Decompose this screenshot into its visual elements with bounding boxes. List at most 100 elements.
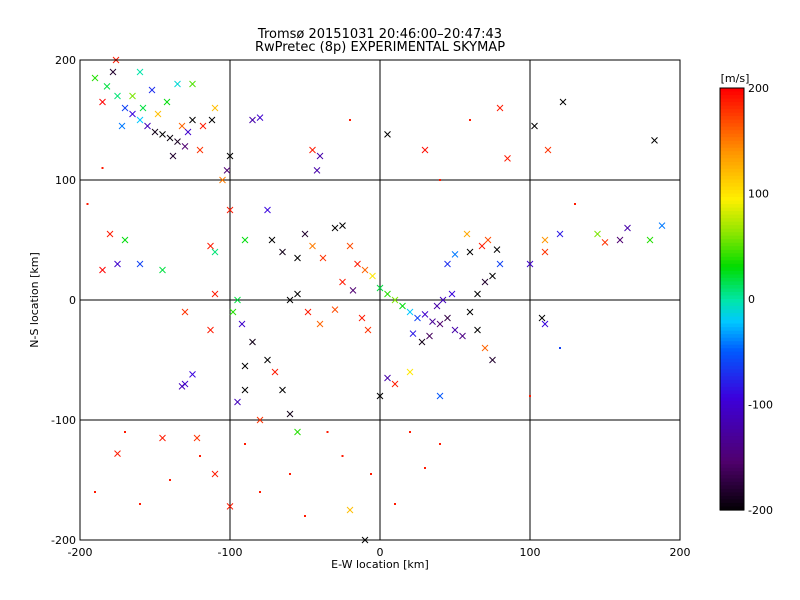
data-point-dot <box>529 395 531 397</box>
data-point-cross <box>271 368 279 376</box>
y-tick-label: -100 <box>51 414 76 427</box>
colorbar-segment <box>720 119 744 124</box>
colorbar-segment <box>720 411 744 416</box>
y-axis-label: N-S location [km] <box>28 252 41 348</box>
data-point-dot <box>86 203 89 205</box>
colorbar-segment <box>720 379 744 384</box>
colorbar-segment <box>720 211 744 216</box>
data-point-cross <box>286 410 294 418</box>
colorbar-segment <box>720 165 744 170</box>
data-point-cross <box>439 296 447 304</box>
data-point-cross <box>189 80 196 88</box>
data-point-cross <box>421 311 429 318</box>
colorbar-tick-label: 100 <box>748 188 769 201</box>
data-point-dot <box>199 455 201 457</box>
data-point-cross <box>474 326 481 334</box>
colorbar-segment <box>720 197 744 202</box>
data-point-cross <box>651 137 658 144</box>
colorbar-segment <box>720 246 744 251</box>
data-point-cross <box>313 167 321 174</box>
colorbar-segment <box>720 372 744 377</box>
data-point-cross <box>136 260 144 268</box>
colorbar-label: [m/s] <box>721 72 750 85</box>
data-point-dot <box>124 431 126 433</box>
data-point-dot <box>244 443 246 445</box>
data-point-cross <box>594 230 601 238</box>
data-point-cross <box>391 380 399 388</box>
data-point-cross <box>249 116 256 124</box>
colorbar-segment <box>720 260 744 265</box>
colorbar-segment <box>720 130 744 135</box>
data-point-cross <box>114 450 121 457</box>
colorbar-segment <box>720 422 744 427</box>
data-point-cross <box>238 320 246 328</box>
colorbar-segment <box>720 218 744 223</box>
data-point-cross <box>346 242 354 250</box>
colorbar-segment <box>720 151 744 156</box>
colorbar-segment <box>720 471 744 476</box>
plot-gridlines <box>80 60 680 540</box>
data-point-cross <box>207 326 214 334</box>
data-point-cross <box>159 266 166 274</box>
data-point-cross <box>538 314 546 322</box>
data-point-cross <box>189 371 196 378</box>
colorbar-segment <box>720 355 744 360</box>
colorbar-segment <box>720 158 744 163</box>
colorbar-segment <box>720 91 744 96</box>
colorbar-segment <box>720 123 744 128</box>
data-point-cross <box>384 290 391 298</box>
colorbar-segment <box>720 256 744 261</box>
colorbar-segment <box>720 443 744 448</box>
data-point-cross <box>99 266 106 274</box>
data-point-cross <box>234 398 241 406</box>
data-point-dot <box>341 455 344 457</box>
data-point-cross <box>144 122 151 130</box>
colorbar-segment <box>720 327 744 332</box>
y-axis-ticks: -200 -100 0 100 200 <box>51 54 76 547</box>
colorbar-segment <box>720 299 744 304</box>
colorbar-segment <box>720 98 744 103</box>
data-point-cross <box>541 320 549 328</box>
data-point-dot <box>439 443 441 445</box>
colorbar-segment <box>720 362 744 367</box>
colorbar-segment <box>720 168 744 173</box>
colorbar-segment <box>720 284 744 290</box>
data-point-cross <box>349 287 357 294</box>
data-point-cross <box>406 308 414 316</box>
colorbar-segment <box>720 270 744 275</box>
colorbar-segment <box>720 88 744 93</box>
data-point-cross <box>279 248 286 256</box>
data-point-cross <box>219 176 226 184</box>
data-point-cross <box>309 242 316 250</box>
data-point-cross <box>339 222 346 229</box>
data-point-cross <box>106 230 114 238</box>
chart-title: Tromsø 20151031 20:46:00–20:47:43 <box>257 27 502 42</box>
data-point-cross <box>346 506 354 514</box>
data-point-cross <box>481 278 489 286</box>
data-point-cross <box>294 428 301 436</box>
colorbar-segment <box>720 341 744 346</box>
data-point-dot <box>289 473 291 475</box>
colorbar-segment <box>720 175 744 181</box>
data-point-cross <box>109 68 117 76</box>
colorbar-ticks: 200 100 0 -100 -200 <box>748 82 773 517</box>
colorbar-segment <box>720 450 744 455</box>
colorbar-segment <box>720 365 744 370</box>
data-point-dot <box>169 479 171 481</box>
x-tick-label: -200 <box>68 546 93 559</box>
data-point-cross <box>376 392 384 400</box>
colorbar-tick-label: -200 <box>748 504 773 517</box>
data-point-cross <box>361 266 369 274</box>
colorbar-segment <box>720 253 744 258</box>
data-point-dot <box>574 203 576 205</box>
colorbar-segment <box>720 474 744 479</box>
data-point-cross <box>99 98 106 106</box>
colorbar-segment <box>720 485 744 490</box>
x-tick-label: 100 <box>520 546 541 559</box>
data-point-dot <box>94 491 96 493</box>
colorbar-segment <box>720 436 744 441</box>
colorbar-segment <box>720 221 744 226</box>
colorbar-segment <box>720 348 744 353</box>
data-point-cross <box>211 290 219 298</box>
